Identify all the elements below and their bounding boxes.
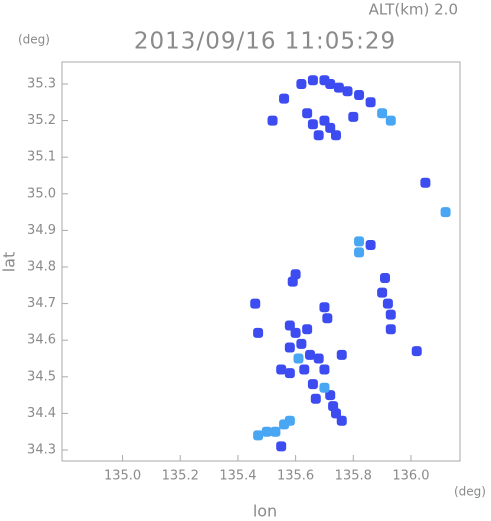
y-axis-label: lat	[0, 252, 19, 273]
y-tick-label: 34.6	[27, 333, 56, 348]
y-tick-label: 34.5	[27, 369, 56, 384]
plot-frame	[61, 61, 461, 462]
chart-title: 2013/09/16 11:05:29	[134, 29, 396, 55]
echo-cell	[253, 327, 264, 338]
echo-cell	[348, 111, 359, 122]
echo-cell	[296, 78, 307, 89]
y-tick-label: 34.4	[27, 406, 56, 421]
y-tick-label: 35.2	[27, 113, 56, 128]
y-tick-label: 35.3	[27, 76, 56, 91]
echo-cell	[296, 338, 307, 349]
echo-cell	[336, 349, 347, 360]
echo-cell	[354, 247, 365, 258]
echo-cell	[385, 309, 396, 320]
y-tick-label: 35.1	[27, 150, 56, 165]
echo-cell	[377, 108, 388, 119]
echo-cell	[319, 382, 330, 393]
y-tick-label: 34.3	[27, 443, 56, 458]
echo-cell	[284, 320, 295, 331]
echo-cell	[287, 276, 298, 287]
x-tick-label: 135.0	[104, 469, 141, 484]
echo-cell	[420, 177, 431, 188]
echo-cell	[325, 390, 336, 401]
x-tick-label: 136.0	[392, 469, 429, 484]
echo-cell	[305, 349, 316, 360]
echo-cell	[354, 236, 365, 247]
echo-cell	[284, 342, 295, 353]
echo-cell	[250, 298, 261, 309]
echo-cell	[330, 130, 341, 141]
echo-cell	[319, 302, 330, 313]
x-unit: (deg)	[454, 485, 486, 499]
echo-cell	[293, 353, 304, 364]
echo-cell	[319, 115, 330, 126]
echo-cell	[307, 75, 318, 86]
echo-cell	[440, 207, 451, 218]
x-tick-label: 135.2	[162, 469, 199, 484]
echo-cell	[342, 86, 353, 97]
echo-cell	[276, 441, 287, 452]
echo-cell	[279, 93, 290, 104]
echo-cell	[302, 108, 313, 119]
echo-cell	[267, 115, 278, 126]
echo-cell	[385, 115, 396, 126]
y-tick-label: 34.7	[27, 296, 56, 311]
echo-cell	[365, 97, 376, 108]
echo-cell	[322, 313, 333, 324]
echo-cell	[310, 393, 321, 404]
echo-cell	[330, 408, 341, 419]
echo-cell	[325, 78, 336, 89]
echo-cell	[313, 353, 324, 364]
x-tick-label: 135.6	[277, 469, 314, 484]
y-unit: (deg)	[18, 33, 50, 47]
y-tick-label: 34.9	[27, 223, 56, 238]
echo-cell	[270, 426, 281, 437]
y-tick-label: 34.8	[27, 259, 56, 274]
echo-cell	[380, 272, 391, 283]
echo-cell	[253, 430, 264, 441]
echo-cell	[261, 426, 272, 437]
echo-cell	[382, 298, 393, 309]
echo-cell	[411, 346, 422, 357]
echo-cell	[354, 89, 365, 100]
echo-cell	[319, 364, 330, 375]
echo-cell	[325, 122, 336, 133]
echo-cell	[290, 327, 301, 338]
altitude-label: ALT(km) 2.0	[369, 1, 458, 19]
echo-cell	[385, 324, 396, 335]
x-tick-label: 135.8	[335, 469, 372, 484]
x-tick-label: 135.4	[219, 469, 256, 484]
echo-cell	[365, 240, 376, 251]
echo-cell	[307, 379, 318, 390]
echo-cell	[276, 364, 287, 375]
echo-cell	[333, 82, 344, 93]
echo-cell	[313, 130, 324, 141]
echo-cell	[307, 119, 318, 130]
echo-cell	[377, 287, 388, 298]
echo-cell	[284, 368, 295, 379]
echo-cell	[299, 364, 310, 375]
echo-cell	[336, 415, 347, 426]
echo-cell	[302, 324, 313, 335]
echo-cell	[284, 415, 295, 426]
y-tick-label: 35.0	[27, 186, 56, 201]
x-axis-label: lon	[253, 502, 277, 521]
